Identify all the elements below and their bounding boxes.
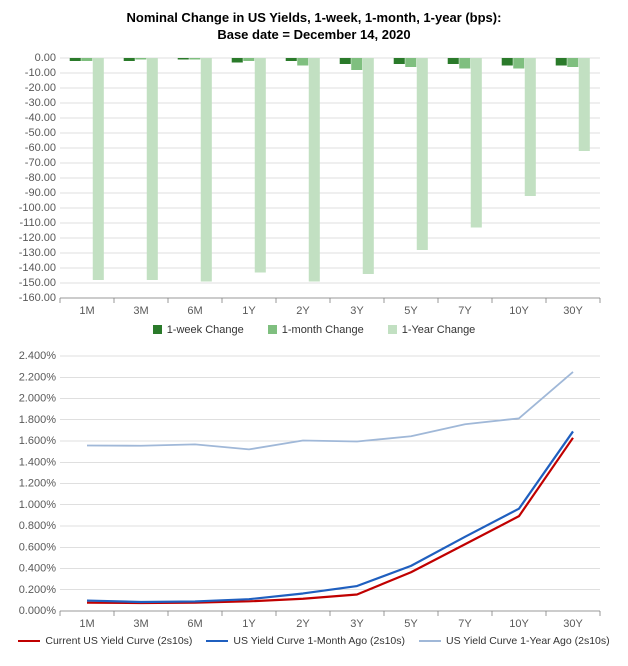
svg-text:2.200%: 2.200% xyxy=(19,371,57,383)
svg-text:3Y: 3Y xyxy=(350,305,364,317)
svg-text:3M: 3M xyxy=(133,618,148,630)
legend-item: US Yield Curve 1-Year Ago (2s10s) xyxy=(419,635,610,647)
legend-item: 1-Year Change xyxy=(388,324,476,336)
legend-swatch xyxy=(388,325,397,334)
svg-text:2Y: 2Y xyxy=(296,305,310,317)
svg-text:-100.00: -100.00 xyxy=(19,202,56,214)
svg-text:-60.00: -60.00 xyxy=(25,142,56,154)
svg-text:30Y: 30Y xyxy=(563,305,583,317)
svg-text:-10.00: -10.00 xyxy=(25,67,56,79)
svg-text:3M: 3M xyxy=(133,305,148,317)
svg-text:-50.00: -50.00 xyxy=(25,127,56,139)
svg-text:-90.00: -90.00 xyxy=(25,187,56,199)
legend-item: 1-month Change xyxy=(268,324,364,336)
svg-text:-80.00: -80.00 xyxy=(25,172,56,184)
svg-text:7Y: 7Y xyxy=(458,305,472,317)
svg-text:6M: 6M xyxy=(187,305,202,317)
legend-item: 1-week Change xyxy=(153,324,244,336)
svg-text:1.200%: 1.200% xyxy=(19,477,57,489)
svg-text:1.000%: 1.000% xyxy=(19,499,57,511)
svg-text:30Y: 30Y xyxy=(563,618,583,630)
legend-line-swatch xyxy=(18,640,40,643)
line-chart: 0.000% 0.200% 0.400% 0.600% 0.800% 1.000% 1.20… xyxy=(10,350,618,631)
svg-text:10Y: 10Y xyxy=(509,618,529,630)
svg-text:0.00: 0.00 xyxy=(35,52,56,64)
svg-text:1.600%: 1.600% xyxy=(19,435,57,447)
svg-text:0.200%: 0.200% xyxy=(19,584,57,596)
legend-swatch xyxy=(268,325,277,334)
legend-line-swatch xyxy=(206,640,228,643)
legend-label: 1-Year Change xyxy=(402,324,476,336)
svg-text:-120.00: -120.00 xyxy=(19,232,56,244)
svg-text:1M: 1M xyxy=(79,618,94,630)
legend-label: US Yield Curve 1-Year Ago (2s10s) xyxy=(446,635,610,647)
svg-text:-140.00: -140.00 xyxy=(19,262,56,274)
svg-text:0.800%: 0.800% xyxy=(19,520,57,532)
svg-text:2.000%: 2.000% xyxy=(19,392,57,404)
bar-chart-legend: 1-week Change 1-month Change 1-Year Change xyxy=(10,324,618,336)
svg-text:2Y: 2Y xyxy=(296,618,310,630)
svg-text:1Y: 1Y xyxy=(242,618,256,630)
svg-text:1Y: 1Y xyxy=(242,305,256,317)
svg-text:1.800%: 1.800% xyxy=(19,414,57,426)
title-line-2: Base date = December 14, 2020 xyxy=(217,27,410,42)
svg-text:0.000%: 0.000% xyxy=(19,605,57,617)
svg-text:3Y: 3Y xyxy=(350,618,364,630)
svg-text:7Y: 7Y xyxy=(458,618,472,630)
legend-line-swatch xyxy=(419,640,441,643)
svg-text:10Y: 10Y xyxy=(509,305,529,317)
svg-text:-150.00: -150.00 xyxy=(19,277,56,289)
svg-text:-30.00: -30.00 xyxy=(25,97,56,109)
svg-text:0.400%: 0.400% xyxy=(19,562,57,574)
svg-text:1.400%: 1.400% xyxy=(19,456,57,468)
svg-text:-40.00: -40.00 xyxy=(25,112,56,124)
svg-text:-130.00: -130.00 xyxy=(19,247,56,259)
chart-title: Nominal Change in US Yields, 1-week, 1-m… xyxy=(10,10,618,44)
legend-swatch xyxy=(153,325,162,334)
legend-item: US Yield Curve 1-Month Ago (2s10s) xyxy=(206,635,405,647)
svg-text:-70.00: -70.00 xyxy=(25,157,56,169)
bar-chart: 0.00 -10.00 -20.00 -30.00 -40.00 -50.00 -60.00… xyxy=(10,52,618,318)
line-chart-legend: Current US Yield Curve (2s10s) US Yield C… xyxy=(10,635,618,647)
svg-text:-20.00: -20.00 xyxy=(25,82,56,94)
legend-label: 1-month Change xyxy=(282,324,364,336)
svg-text:5Y: 5Y xyxy=(404,305,418,317)
svg-text:6M: 6M xyxy=(187,618,202,630)
svg-text:5Y: 5Y xyxy=(404,618,418,630)
svg-text:2.400%: 2.400% xyxy=(19,350,57,362)
svg-text:-110.00: -110.00 xyxy=(20,217,57,229)
legend-label: 1-week Change xyxy=(167,324,244,336)
svg-text:1M: 1M xyxy=(79,305,94,317)
legend-label: US Yield Curve 1-Month Ago (2s10s) xyxy=(233,635,405,647)
title-line-1: Nominal Change in US Yields, 1-week, 1-m… xyxy=(127,10,502,25)
legend-label: Current US Yield Curve (2s10s) xyxy=(45,635,192,647)
legend-item: Current US Yield Curve (2s10s) xyxy=(18,635,192,647)
svg-text:0.600%: 0.600% xyxy=(19,541,57,553)
svg-text:-160.00: -160.00 xyxy=(19,292,56,304)
